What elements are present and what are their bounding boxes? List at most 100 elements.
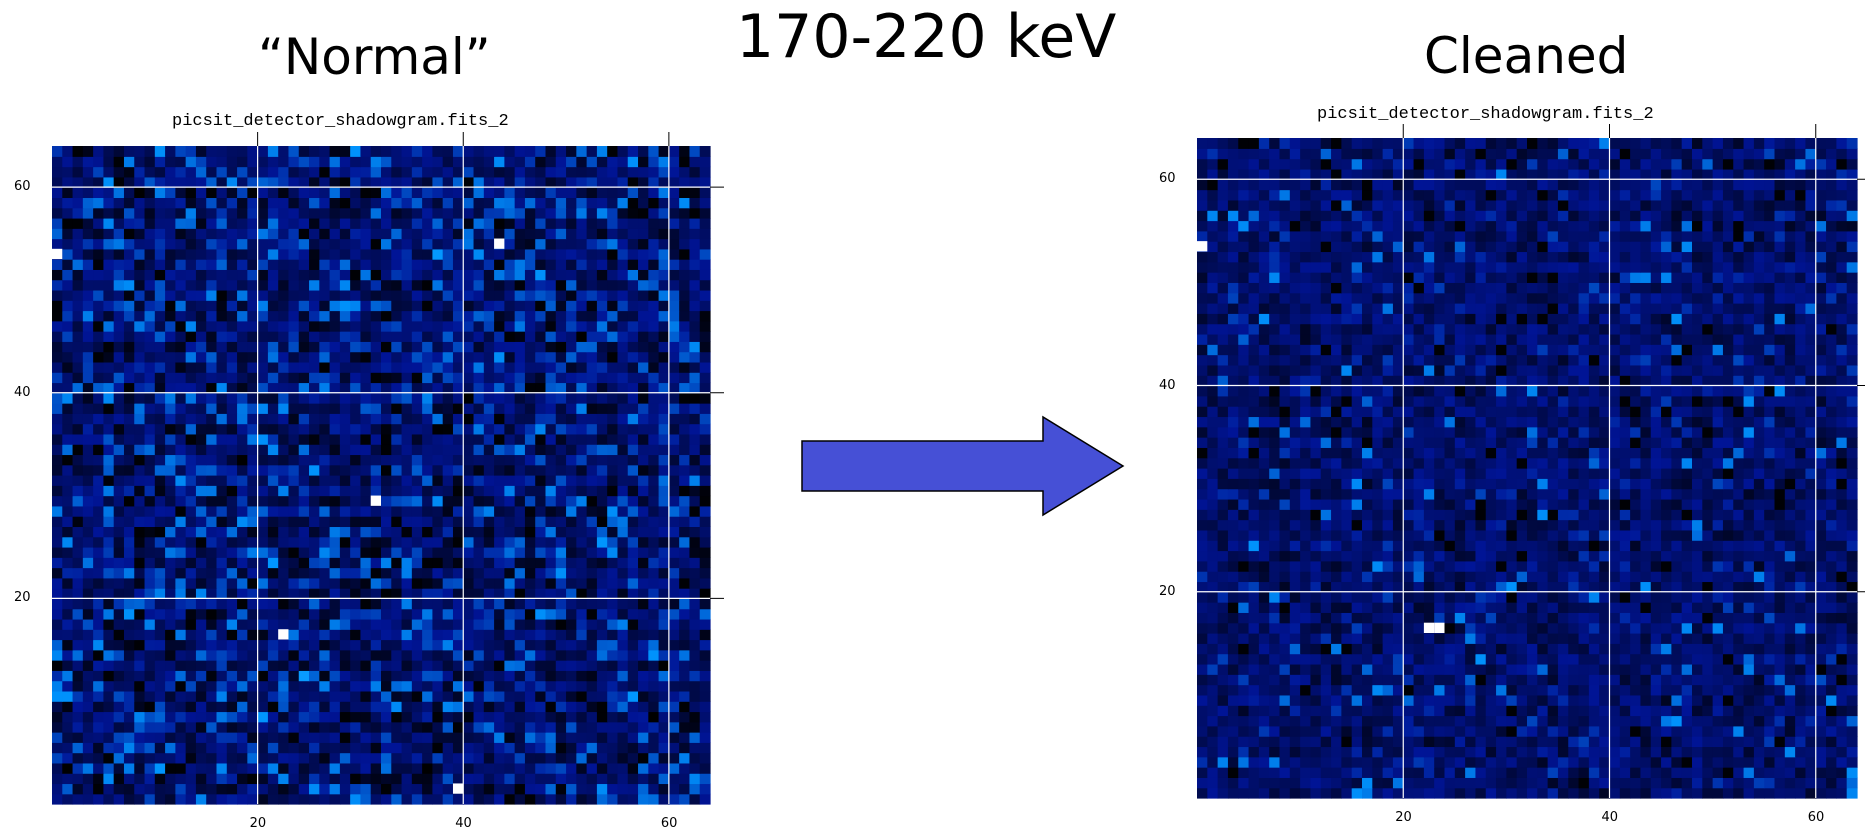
heatmap-cell: [113, 485, 125, 497]
heatmap-cell: [452, 588, 464, 599]
heatmap-cell: [216, 454, 228, 466]
heatmap-cell: [52, 536, 63, 548]
heatmap-cell: [391, 413, 403, 425]
heatmap-cell: [1269, 725, 1281, 737]
heatmap-cell: [350, 516, 362, 528]
heatmap-cell: [463, 187, 475, 199]
heatmap-cell: [165, 433, 176, 445]
heatmap-cell: [1599, 674, 1611, 686]
heatmap-cell: [62, 248, 74, 260]
heatmap-cell: [1279, 694, 1291, 706]
heatmap-cell: [689, 721, 701, 733]
heatmap-cell: [689, 516, 701, 528]
heatmap-cell: [566, 300, 577, 312]
heatmap-cell: [72, 331, 84, 342]
heatmap-cell: [309, 526, 320, 538]
heatmap-cell: [555, 279, 567, 291]
heatmap-cell: [1805, 787, 1817, 799]
heatmap-cell: [1805, 694, 1817, 706]
heatmap-cell: [195, 526, 207, 538]
heatmap-cell: [1846, 715, 1858, 727]
heatmap-cell: [319, 320, 331, 332]
heatmap-cell: [401, 526, 413, 538]
heatmap-cell: [288, 485, 300, 497]
heatmap-cell: [1238, 725, 1250, 737]
heatmap-cell: [689, 680, 701, 692]
heatmap-cell: [452, 320, 464, 332]
heatmap-cell: [576, 320, 588, 332]
heatmap-cell: [1207, 767, 1219, 778]
heatmap-cell: [1351, 663, 1363, 675]
heatmap-cell: [668, 485, 680, 497]
heatmap-cell: [586, 485, 598, 497]
heatmap-cell: [288, 423, 300, 435]
heatmap-cell: [226, 732, 238, 743]
heatmap-cell: [267, 618, 279, 630]
heatmap-cell: [1753, 705, 1765, 717]
heatmap-cell: [401, 187, 413, 199]
heatmap-cell: [360, 680, 372, 692]
heatmap-cell: [1568, 653, 1580, 665]
heatmap-cell: [339, 660, 351, 671]
heatmap-cell: [257, 732, 269, 743]
heatmap-cell: [154, 505, 166, 517]
heatmap-cell: [1681, 746, 1693, 758]
heatmap-cell: [1805, 767, 1817, 778]
heatmap-cell: [319, 361, 331, 373]
heatmap-cell: [699, 464, 711, 476]
heatmap-cell: [339, 433, 351, 445]
heatmap-cell: [82, 423, 94, 435]
heatmap-cell: [463, 732, 475, 743]
heatmap-cell: [391, 403, 403, 414]
heatmap-cell: [288, 742, 300, 754]
heatmap-cell: [134, 310, 146, 322]
heatmap-cell: [185, 505, 197, 517]
heatmap-cell: [1238, 787, 1250, 799]
heatmap-cell: [483, 762, 495, 774]
heatmap-cell: [699, 526, 711, 538]
hot-pixel: [494, 238, 505, 249]
heatmap-cell: [247, 464, 259, 476]
heatmap-cell: [226, 526, 238, 538]
heatmap-cell: [1568, 777, 1580, 789]
heatmap-cell: [689, 403, 701, 414]
heatmap-cell: [463, 762, 475, 774]
heatmap-cell: [432, 536, 444, 548]
heatmap-cell: [154, 156, 166, 168]
heatmap-cell: [165, 372, 176, 384]
heatmap-cell: [257, 361, 269, 373]
heatmap-cell: [1661, 705, 1672, 717]
heatmap-cell: [298, 331, 310, 342]
heatmap-cell: [524, 639, 536, 651]
heatmap-cell: [226, 577, 238, 589]
heatmap-cell: [442, 331, 454, 342]
heatmap-cell: [370, 454, 382, 466]
heatmap-cell: [596, 413, 608, 425]
heatmap-cell: [154, 773, 166, 785]
heatmap-cell: [1733, 777, 1745, 789]
heatmap-cell: [144, 762, 156, 774]
heatmap-cell: [648, 156, 660, 168]
heatmap-cell: [648, 577, 660, 589]
heatmap-cell: [627, 228, 639, 240]
heatmap-cell: [298, 629, 310, 641]
heatmap-cell: [607, 372, 619, 384]
heatmap-cell: [350, 423, 362, 435]
heatmap-cell: [350, 300, 362, 312]
heatmap-cell: [679, 557, 691, 569]
heatmap-cell: [339, 485, 351, 497]
heatmap-cell: [668, 228, 680, 240]
heatmap-cell: [175, 546, 187, 558]
heatmap-cell: [586, 372, 598, 384]
heatmap-cell: [524, 248, 536, 260]
heatmap-cell: [195, 156, 207, 168]
heatmap-cell: [566, 752, 577, 764]
heatmap-cell: [432, 207, 444, 219]
heatmap-cell: [627, 783, 639, 795]
heatmap-cell: [452, 649, 464, 661]
heatmap-cell: [586, 433, 598, 445]
heatmap-cell: [463, 721, 475, 733]
heatmap-cell: [319, 732, 331, 743]
heatmap-cell: [237, 742, 248, 754]
heatmap-cell: [679, 176, 691, 188]
